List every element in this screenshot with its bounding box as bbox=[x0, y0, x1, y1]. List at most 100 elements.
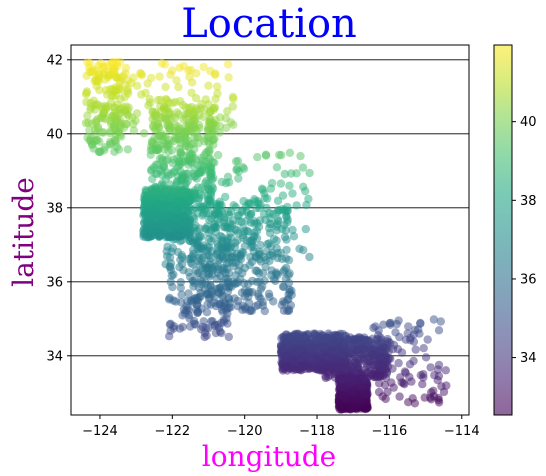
scatter-point bbox=[356, 393, 365, 402]
scatter-point bbox=[225, 178, 234, 187]
scatter-point bbox=[242, 216, 251, 225]
scatter-point bbox=[83, 111, 92, 120]
scatter-point bbox=[176, 278, 185, 287]
scatter-point bbox=[359, 337, 369, 346]
scatter-point bbox=[121, 102, 131, 111]
scatter-point bbox=[87, 140, 97, 149]
scatter-point bbox=[192, 305, 201, 314]
scatter-point bbox=[196, 232, 206, 241]
scatter-point bbox=[299, 245, 308, 255]
scatter-point bbox=[196, 292, 205, 301]
scatter-point bbox=[216, 318, 226, 328]
scatter-point bbox=[247, 306, 256, 315]
scatter-point bbox=[423, 335, 432, 344]
scatter-point bbox=[129, 126, 139, 135]
scatter-point bbox=[433, 365, 443, 374]
scatter-point bbox=[386, 318, 395, 328]
scatter-point bbox=[168, 282, 177, 292]
scatter-point bbox=[349, 396, 359, 405]
colorbar bbox=[493, 44, 513, 416]
scatter-point bbox=[341, 363, 350, 373]
scatter-point bbox=[394, 358, 403, 368]
scatter-point bbox=[142, 210, 152, 219]
scatter-point bbox=[213, 210, 223, 219]
scatter-point bbox=[204, 154, 214, 163]
scatter-point bbox=[115, 115, 125, 125]
scatter-point bbox=[91, 116, 101, 126]
scatter-point bbox=[278, 191, 288, 200]
scatter-point bbox=[386, 354, 395, 364]
scatter-point bbox=[272, 226, 281, 235]
scatter-point bbox=[374, 326, 383, 335]
scatter-point bbox=[256, 284, 266, 294]
scatter-point bbox=[348, 387, 358, 397]
scatter-point bbox=[233, 302, 243, 311]
scatter-point bbox=[164, 295, 174, 304]
colorbar-tick-label: 34 bbox=[520, 351, 537, 366]
scatter-point bbox=[280, 220, 289, 230]
x-tick-label: −124 bbox=[82, 424, 118, 439]
scatter-point bbox=[85, 59, 95, 68]
scatter-point bbox=[278, 332, 287, 342]
scatter-point bbox=[177, 259, 187, 269]
scatter-point bbox=[171, 97, 180, 107]
scatter-point bbox=[375, 379, 384, 388]
scatter-point bbox=[312, 365, 322, 374]
scatter-point bbox=[300, 351, 309, 361]
scatter-point bbox=[142, 223, 152, 232]
scatter-point bbox=[219, 302, 228, 311]
x-tick-label: −118 bbox=[299, 424, 335, 439]
scatter-point bbox=[204, 184, 213, 193]
x-axis-ticks: −124 −122 −120 −118 −116 −114 bbox=[82, 415, 480, 439]
scatter-point bbox=[305, 168, 314, 178]
scatter-point bbox=[109, 91, 118, 101]
scatter-point bbox=[160, 193, 169, 202]
scatter-point bbox=[139, 129, 149, 138]
scatter-point bbox=[368, 350, 377, 360]
scatter-point bbox=[100, 143, 110, 152]
scatter-point bbox=[421, 353, 431, 362]
scatter-point bbox=[285, 181, 294, 190]
scatter-point bbox=[163, 202, 173, 211]
scatter-point bbox=[260, 253, 269, 262]
scatter-point bbox=[434, 398, 444, 407]
scatter-point bbox=[298, 163, 308, 172]
scatter-point bbox=[277, 300, 286, 310]
scatter-point bbox=[283, 338, 292, 347]
scatter-point bbox=[296, 345, 305, 354]
scatter-point bbox=[123, 145, 132, 154]
scatter-point bbox=[175, 144, 184, 153]
scatter-point bbox=[288, 225, 297, 235]
scatter-point bbox=[289, 232, 299, 241]
scatter-point bbox=[263, 239, 272, 249]
scatter-point bbox=[252, 277, 262, 287]
scatter-point bbox=[236, 274, 245, 284]
scatter-point bbox=[206, 118, 215, 128]
scatter-point bbox=[305, 346, 314, 355]
y-tick-label: 36 bbox=[46, 275, 63, 290]
scatter-point bbox=[284, 271, 293, 280]
scatter-point bbox=[364, 367, 373, 376]
scatter-point bbox=[274, 216, 283, 226]
scatter-point bbox=[220, 218, 229, 227]
scatter-point bbox=[292, 201, 301, 210]
scatter-point bbox=[137, 71, 147, 80]
scatter-point bbox=[273, 253, 282, 263]
scatter-point bbox=[108, 111, 117, 121]
scatter-point bbox=[224, 73, 233, 82]
scatter-point bbox=[193, 241, 202, 251]
chart-title: Location bbox=[181, 1, 357, 47]
scatter-point bbox=[183, 193, 193, 202]
scatter-point bbox=[426, 363, 435, 372]
scatter-point bbox=[228, 92, 238, 102]
scatter-point bbox=[152, 208, 161, 217]
scatter-point bbox=[410, 399, 420, 408]
scatter-point bbox=[241, 303, 250, 312]
scatter-point bbox=[208, 129, 217, 138]
scatter-point bbox=[99, 70, 108, 79]
scatter-point bbox=[321, 359, 330, 369]
scatter-point bbox=[280, 169, 289, 179]
scatter-point bbox=[179, 127, 189, 137]
scatter-point bbox=[230, 243, 240, 252]
scatter-point bbox=[198, 165, 207, 175]
